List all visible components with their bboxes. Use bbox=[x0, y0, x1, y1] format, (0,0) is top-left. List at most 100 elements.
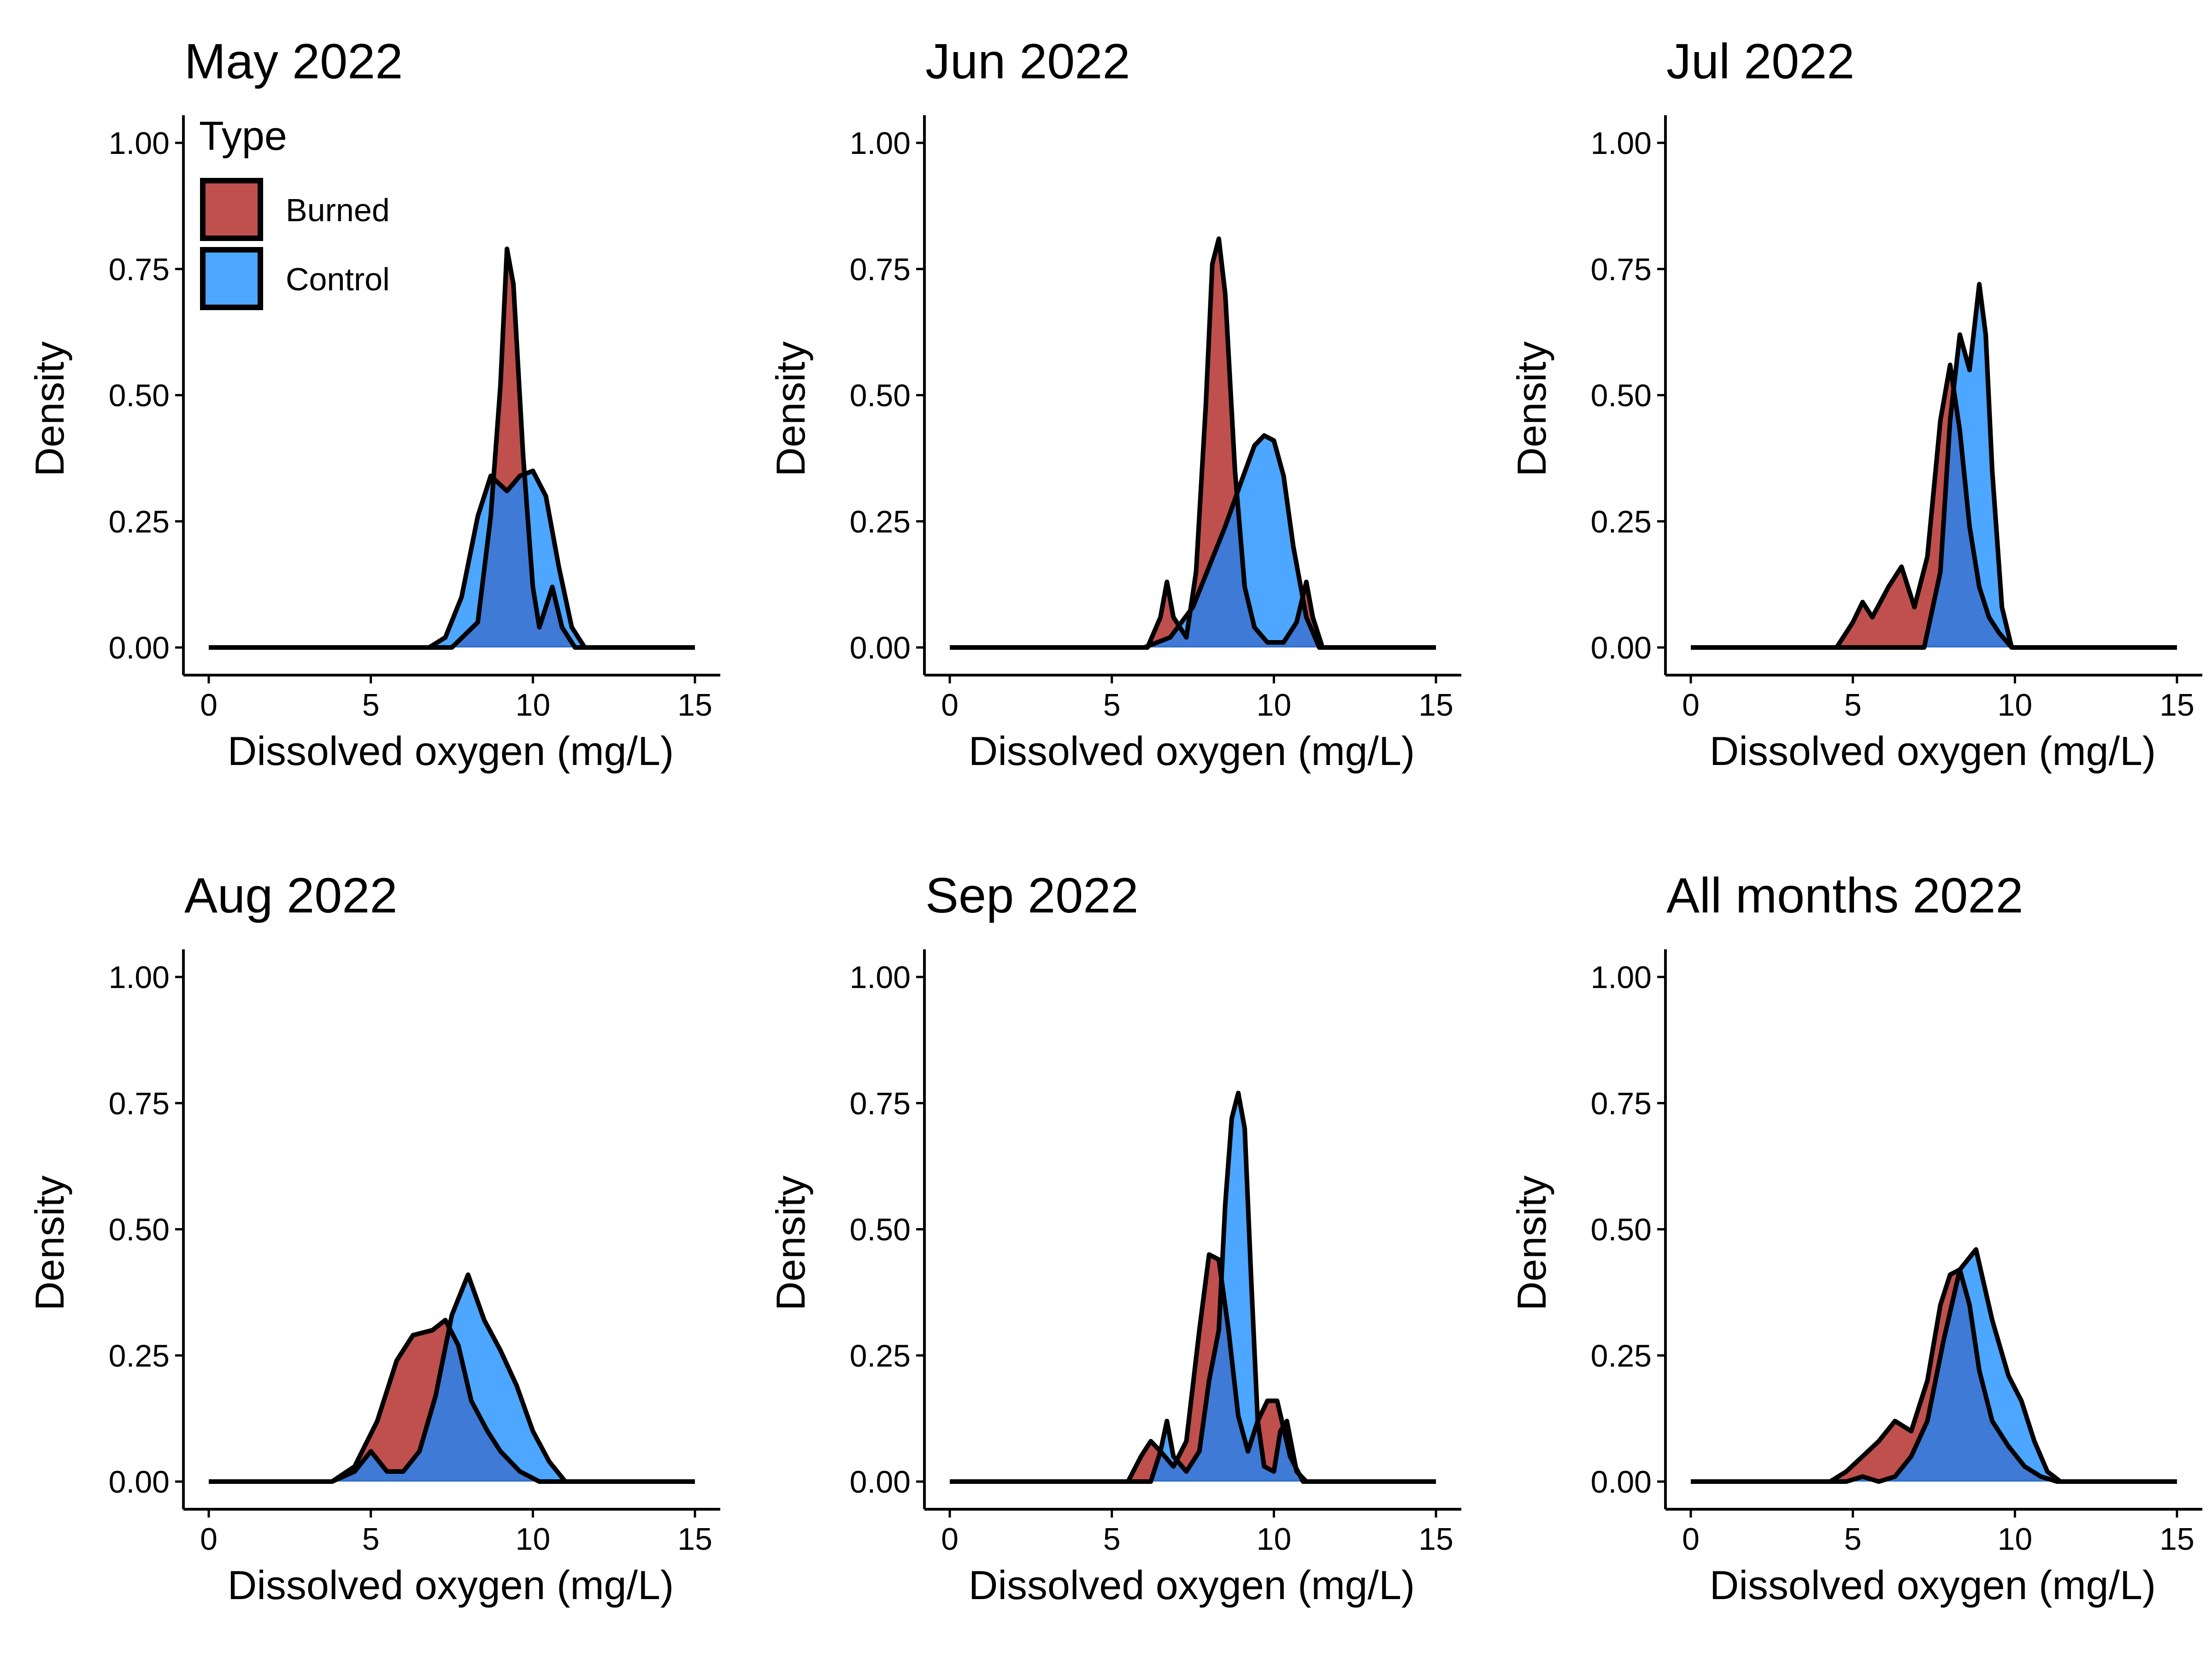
y-tick-label: 0.50 bbox=[1591, 1212, 1652, 1247]
x-tick-label: 5 bbox=[1844, 688, 1862, 723]
burned-density-outline bbox=[209, 1318, 695, 1484]
control-density-outline bbox=[950, 1090, 1436, 1484]
x-tick-label: 0 bbox=[1682, 688, 1700, 723]
y-tick-label: 1.00 bbox=[1591, 126, 1652, 161]
legend-key-burned bbox=[200, 178, 263, 241]
legend-key-control bbox=[200, 247, 263, 310]
x-axis-title: Dissolved oxygen (mg/L) bbox=[1710, 728, 2156, 774]
x-tick-label: 0 bbox=[941, 688, 959, 723]
y-tick-label: 0.25 bbox=[109, 1338, 170, 1373]
y-tick-label: 0.75 bbox=[850, 1086, 911, 1121]
y-axis-title: Density bbox=[1509, 1176, 1554, 1311]
y-tick-label: 0.00 bbox=[1591, 1465, 1652, 1500]
x-tick-label: 15 bbox=[2159, 1522, 2194, 1557]
x-tick-label: 15 bbox=[677, 1522, 712, 1557]
control-density-outline bbox=[1691, 282, 2177, 650]
x-axis-title: Dissolved oxygen (mg/L) bbox=[1710, 1562, 2156, 1608]
control-density-outline bbox=[950, 433, 1436, 650]
panel-title: May 2022 bbox=[184, 33, 403, 89]
y-tick-label: 1.00 bbox=[850, 960, 911, 995]
overlap-density-area bbox=[209, 1320, 695, 1482]
y-tick-label: 0.25 bbox=[850, 504, 911, 539]
burned-density-area bbox=[1691, 1270, 2177, 1482]
y-tick-label: 0.50 bbox=[850, 1212, 911, 1247]
control-density-outline bbox=[1691, 1247, 2177, 1484]
panel-4: Sep 2022 0.00 0.25 0.50 0.75 1.00 0 5 10 15Dissol… bbox=[768, 867, 1461, 1608]
panel-0: May 2022 0.00 0.25 0.50 0.75 1.00 0 5 10 15Dissol… bbox=[27, 33, 720, 774]
x-tick-label: 10 bbox=[1998, 1522, 2033, 1557]
y-tick-label: 0.50 bbox=[109, 1212, 170, 1247]
y-tick-label: 0.25 bbox=[1591, 1338, 1652, 1373]
y-tick-label: 0.75 bbox=[1591, 1086, 1652, 1121]
y-tick-label: 1.00 bbox=[1591, 960, 1652, 995]
control-density-outline bbox=[209, 468, 695, 650]
x-tick-label: 0 bbox=[1682, 1522, 1700, 1557]
y-tick-label: 0.50 bbox=[850, 378, 911, 413]
y-tick-label: 0.00 bbox=[850, 630, 911, 665]
x-tick-label: 10 bbox=[516, 688, 551, 723]
y-tick-label: 1.00 bbox=[109, 960, 170, 995]
x-tick-label: 5 bbox=[1103, 688, 1121, 723]
panel-title: Aug 2022 bbox=[184, 867, 397, 923]
x-tick-label: 0 bbox=[941, 1522, 959, 1557]
y-tick-label: 0.50 bbox=[109, 378, 170, 413]
panel-3: Aug 2022 0.00 0.25 0.50 0.75 1.00 0 5 10 15Dissol… bbox=[27, 867, 720, 1608]
x-axis-title: Dissolved oxygen (mg/L) bbox=[228, 1562, 674, 1608]
y-axis-title: Density bbox=[768, 1176, 813, 1311]
x-axis-title: Dissolved oxygen (mg/L) bbox=[228, 728, 674, 774]
x-axis-title: Dissolved oxygen (mg/L) bbox=[969, 1562, 1415, 1608]
x-tick-label: 0 bbox=[200, 688, 218, 723]
panel-title: Jul 2022 bbox=[1666, 33, 1854, 89]
y-tick-label: 0.00 bbox=[1591, 630, 1652, 665]
x-tick-label: 0 bbox=[200, 1522, 218, 1557]
x-tick-label: 15 bbox=[677, 688, 712, 723]
x-tick-label: 10 bbox=[1998, 688, 2033, 723]
y-tick-label: 0.00 bbox=[109, 1465, 170, 1500]
y-tick-label: 0.75 bbox=[850, 252, 911, 287]
x-tick-label: 10 bbox=[1257, 1522, 1292, 1557]
y-tick-label: 0.75 bbox=[109, 1086, 170, 1121]
legend-title: Type bbox=[199, 113, 287, 159]
panel-title: All months 2022 bbox=[1666, 867, 2023, 923]
x-tick-label: 15 bbox=[1418, 688, 1453, 723]
panel-2: Jul 2022 0.00 0.25 0.50 0.75 1.00 0 5 10 15Dissol… bbox=[1509, 33, 2202, 774]
y-tick-label: 0.25 bbox=[1591, 504, 1652, 539]
panel-title: Jun 2022 bbox=[925, 33, 1130, 89]
burned-density-outline bbox=[1691, 1267, 2177, 1484]
x-tick-label: 5 bbox=[1844, 1522, 1862, 1557]
x-tick-label: 5 bbox=[362, 688, 380, 723]
panel-1: Jun 2022 0.00 0.25 0.50 0.75 1.00 0 5 10 15Dissol… bbox=[768, 33, 1461, 774]
y-tick-label: 0.00 bbox=[850, 1465, 911, 1500]
y-tick-label: 0.50 bbox=[1591, 378, 1652, 413]
burned-density-area bbox=[950, 1254, 1436, 1482]
x-tick-label: 10 bbox=[1257, 688, 1292, 723]
y-axis-title: Density bbox=[1509, 341, 1554, 477]
overlap-density-area bbox=[1691, 1270, 2177, 1482]
legend-label-burned: Burned bbox=[286, 192, 390, 228]
x-tick-label: 15 bbox=[1418, 1522, 1453, 1557]
y-tick-label: 0.75 bbox=[1591, 252, 1652, 287]
y-tick-label: 1.00 bbox=[850, 126, 911, 161]
burned-density-outline bbox=[950, 1252, 1436, 1484]
y-tick-label: 0.75 bbox=[109, 252, 170, 287]
y-axis-title: Density bbox=[27, 1176, 72, 1311]
y-tick-label: 0.25 bbox=[109, 504, 170, 539]
y-tick-label: 1.00 bbox=[109, 126, 170, 161]
x-tick-label: 5 bbox=[1103, 1522, 1121, 1557]
burned-density-area bbox=[209, 248, 695, 647]
panel-title: Sep 2022 bbox=[925, 867, 1138, 923]
y-axis-title: Density bbox=[768, 341, 813, 477]
y-tick-label: 0.25 bbox=[850, 1338, 911, 1373]
overlap-density-area bbox=[950, 435, 1436, 647]
x-tick-label: 15 bbox=[2159, 688, 2194, 723]
y-tick-label: 0.00 bbox=[109, 630, 170, 665]
legend: Type Burned Control bbox=[199, 113, 390, 310]
control-density-outline bbox=[209, 1272, 695, 1484]
y-axis-title: Density bbox=[27, 341, 72, 477]
x-tick-label: 10 bbox=[516, 1522, 551, 1557]
burned-density-outline bbox=[209, 246, 695, 650]
x-axis-title: Dissolved oxygen (mg/L) bbox=[969, 728, 1415, 774]
legend-label-control: Control bbox=[286, 261, 390, 297]
x-tick-label: 5 bbox=[362, 1522, 380, 1557]
